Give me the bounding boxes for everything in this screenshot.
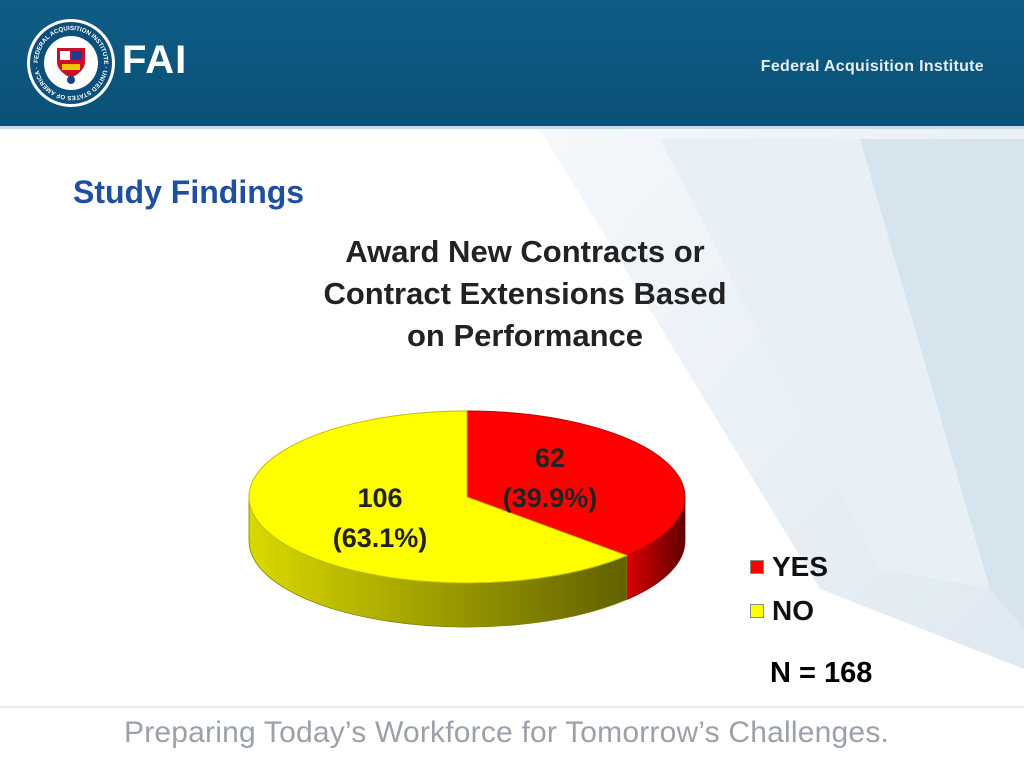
data-label-value-no: 106 [357,483,402,513]
chart-title-line-1: Award New Contracts or [345,234,705,269]
legend-item-no: NO [750,589,828,633]
legend-label-yes: YES [772,551,829,582]
footer-divider [0,706,1024,708]
legend-swatch-yes [750,560,764,574]
brand-logo-text: FAI [122,38,188,82]
footer-tagline: Preparing Today’s Workforce for Tomorrow… [124,716,890,749]
chart-legend: YES NO [750,545,828,633]
legend-label-no: NO [772,595,814,626]
organization-name: Federal Acquisition Institute [760,58,984,75]
background-decoration [540,129,1024,669]
pie-slice-yes [466,410,686,557]
fai-seal-icon: FEDERAL ACQUISITION INSTITUTE · UNITED S… [27,19,115,107]
legend-item-yes: YES [750,545,828,589]
sample-size-label: N = 168 [770,657,873,689]
pie-slice-no [248,410,629,584]
header-band: FEDERAL ACQUISITION INSTITUTE · UNITED S… [0,0,1024,126]
pie-chart: Award New Contracts or Contract Extensio… [230,225,1010,705]
slide-title: Study Findings [73,174,305,210]
data-label-value-yes: 62 [535,443,565,473]
chart-title: Award New Contracts or Contract Extensio… [230,231,820,357]
chart-title-line-3: on Performance [406,318,643,353]
header-divider [0,126,1024,129]
chart-title-line-2: Contract Extensions Based [323,276,727,311]
data-label-pct-yes: (39.9%) [503,483,598,513]
data-label-pct-no: (63.1%) [333,523,428,553]
legend-swatch-no [750,604,764,618]
pie-svg: 62 (39.9%) 106 (63.1%) [248,410,686,628]
